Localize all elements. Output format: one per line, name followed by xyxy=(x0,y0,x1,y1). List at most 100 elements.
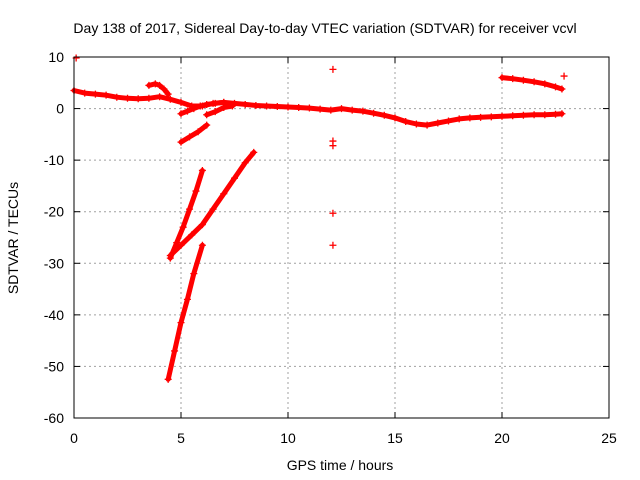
data-point xyxy=(220,190,228,198)
data-point xyxy=(190,105,198,113)
data-point xyxy=(519,111,527,119)
data-point xyxy=(241,159,249,167)
data-point xyxy=(177,138,185,146)
y-tick-label: -20 xyxy=(44,204,64,220)
data-point xyxy=(203,100,211,108)
x-tick-label: 5 xyxy=(177,430,185,446)
data-point xyxy=(359,107,367,115)
data-point xyxy=(183,295,191,303)
data-point xyxy=(166,252,174,260)
data-point xyxy=(477,113,485,121)
data-point xyxy=(552,110,559,118)
data-point xyxy=(316,105,324,113)
data-point xyxy=(252,101,260,109)
data-point xyxy=(145,94,153,102)
data-point xyxy=(186,205,194,213)
series-band-upper-band-6-8h xyxy=(204,103,235,118)
data-point xyxy=(509,75,517,83)
series-band-main-track xyxy=(71,88,565,128)
data-point xyxy=(348,106,356,114)
chart-title: Day 138 of 2017, Sidereal Day-to-day VTE… xyxy=(73,20,576,36)
y-tick-label: -10 xyxy=(44,152,64,168)
data-point xyxy=(329,65,337,73)
data-point xyxy=(380,111,388,119)
y-tick-label: -50 xyxy=(44,358,64,374)
data-point xyxy=(370,109,378,117)
data-layer xyxy=(70,54,568,383)
data-point xyxy=(177,110,185,118)
data-point xyxy=(203,121,211,129)
data-point xyxy=(412,120,420,128)
data-point xyxy=(560,72,568,80)
data-point xyxy=(156,93,164,101)
data-point xyxy=(186,133,194,141)
data-point xyxy=(519,76,527,84)
data-point xyxy=(179,223,187,231)
data-point xyxy=(91,90,99,98)
data-point xyxy=(211,108,219,116)
data-point xyxy=(402,117,410,125)
data-point xyxy=(166,95,174,103)
y-tick-label: -40 xyxy=(44,307,64,323)
series-band-drop-b xyxy=(167,149,257,258)
data-point xyxy=(173,239,181,247)
data-point xyxy=(177,241,185,249)
data-point xyxy=(327,106,335,114)
x-tick-label: 10 xyxy=(280,430,296,446)
data-point xyxy=(192,187,200,195)
data-point xyxy=(338,105,345,113)
data-point xyxy=(498,112,506,120)
x-tick-label: 25 xyxy=(601,430,617,446)
data-point xyxy=(498,74,506,82)
y-tick-label: -60 xyxy=(44,410,64,426)
data-point xyxy=(194,128,202,136)
x-tick-label: 15 xyxy=(387,430,403,446)
data-point xyxy=(329,209,337,217)
data-point xyxy=(124,94,131,102)
data-point xyxy=(558,110,566,118)
data-point xyxy=(231,174,238,182)
data-point xyxy=(423,121,431,129)
y-tick-label: 10 xyxy=(48,49,64,65)
data-point xyxy=(113,93,121,101)
data-point xyxy=(160,85,168,93)
data-point xyxy=(530,111,538,119)
data-point xyxy=(466,114,474,122)
data-point xyxy=(305,104,313,112)
data-point xyxy=(209,205,217,213)
series-band-drop-a xyxy=(167,168,205,261)
data-point xyxy=(177,98,185,106)
data-point xyxy=(284,103,292,111)
data-point xyxy=(188,231,196,239)
x-tick-label: 20 xyxy=(494,430,510,446)
data-point xyxy=(156,81,164,89)
data-point xyxy=(295,104,303,112)
data-point xyxy=(329,241,337,249)
data-point xyxy=(509,112,517,120)
data-point xyxy=(541,111,549,119)
data-point xyxy=(273,103,281,111)
data-point xyxy=(203,111,211,119)
series-band-drop-c xyxy=(165,242,205,382)
y-tick-label: -30 xyxy=(44,255,64,271)
data-point xyxy=(164,375,172,383)
data-point xyxy=(190,270,198,278)
data-point xyxy=(530,78,538,86)
data-point xyxy=(198,166,206,174)
data-point xyxy=(198,241,206,249)
data-point xyxy=(455,115,463,123)
data-point xyxy=(228,102,236,110)
data-point xyxy=(164,90,172,98)
data-point xyxy=(211,99,219,107)
data-point xyxy=(198,221,206,229)
data-point xyxy=(552,83,559,91)
data-point xyxy=(81,89,89,97)
data-point xyxy=(171,347,179,355)
x-axis-label: GPS time / hours xyxy=(287,457,394,473)
tick-layer: 0 5 10 15 20 25 -60 -50 -40 -30 -20 -10 0 10 xyxy=(44,49,617,446)
y-tick-label: 0 xyxy=(56,101,64,117)
data-point xyxy=(445,117,452,125)
data-point xyxy=(220,104,228,112)
data-point xyxy=(558,85,566,93)
